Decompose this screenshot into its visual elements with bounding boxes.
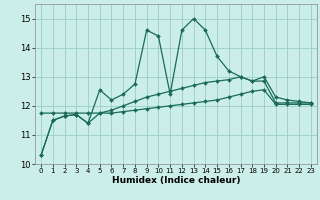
X-axis label: Humidex (Indice chaleur): Humidex (Indice chaleur) bbox=[112, 176, 240, 185]
